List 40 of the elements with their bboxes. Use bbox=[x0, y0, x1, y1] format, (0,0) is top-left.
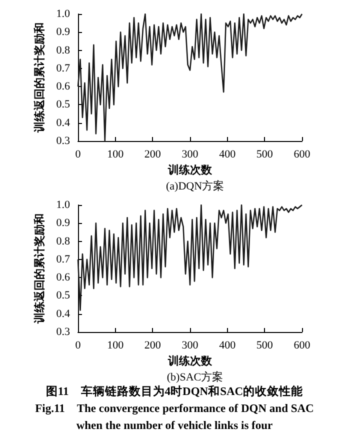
x-tick-label: 100 bbox=[107, 148, 124, 160]
y-tick-label: 0.6 bbox=[56, 272, 70, 284]
y-tick-label: 0.5 bbox=[56, 290, 70, 302]
x-tick-label: 400 bbox=[219, 148, 236, 160]
y-tick-label: 1.0 bbox=[56, 8, 70, 20]
y-axis-title: 训练返回的累计奖励和 bbox=[32, 214, 46, 324]
x-tick-label: 300 bbox=[182, 148, 199, 160]
y-tick-label: 0.6 bbox=[56, 80, 70, 93]
y-tick-label: 0.9 bbox=[56, 217, 70, 230]
y-tick-label: 0.7 bbox=[56, 62, 70, 74]
caption: 图11 车辆链路数目为4时DQN和SAC的收敛性能 bbox=[44, 384, 304, 400]
line-series bbox=[77, 13, 303, 142]
x-tick-label: 0 bbox=[75, 340, 82, 352]
y-tick-label: 0.8 bbox=[56, 44, 70, 56]
x-tick-label: 300 bbox=[182, 340, 199, 352]
y-tick-label: 0.4 bbox=[56, 116, 70, 129]
y-axis-title: 训练返回的累计奖励和 bbox=[32, 22, 46, 134]
x-tick-label: 500 bbox=[256, 340, 274, 352]
x-tick-label: 0 bbox=[75, 148, 82, 160]
x-tick-label: 600 bbox=[294, 148, 311, 160]
y-tick-label: 0.9 bbox=[56, 26, 70, 38]
x-tick-label: 500 bbox=[256, 148, 274, 160]
x-tick-label: 400 bbox=[219, 340, 236, 352]
y-tick-label: 1.0 bbox=[56, 199, 70, 211]
x-tick-label: 100 bbox=[107, 340, 124, 352]
x-axis-title: 训练次数 bbox=[167, 163, 213, 176]
y-tick-label: 0.4 bbox=[56, 308, 70, 320]
caption: Fig.11 The convergence performance of DQN and SAC when the number of vehicle links is four bbox=[34, 402, 315, 434]
x-tick-label: 200 bbox=[144, 148, 162, 160]
x-tick-label: 200 bbox=[144, 340, 162, 352]
y-tick-label: 0.3 bbox=[56, 135, 70, 147]
text: (b)SAC方案 bbox=[166, 370, 224, 384]
y-tick-label: 0.7 bbox=[56, 253, 70, 266]
x-tick-label: 600 bbox=[294, 340, 311, 352]
y-tick-label: 0.5 bbox=[56, 98, 70, 111]
x-axis-title: 训练次数 bbox=[167, 354, 213, 368]
text: (a)DQN方案 bbox=[166, 180, 224, 192]
line-series bbox=[77, 204, 303, 311]
y-tick-label: 0.8 bbox=[56, 235, 70, 248]
y-tick-label: 0.3 bbox=[56, 326, 70, 338]
